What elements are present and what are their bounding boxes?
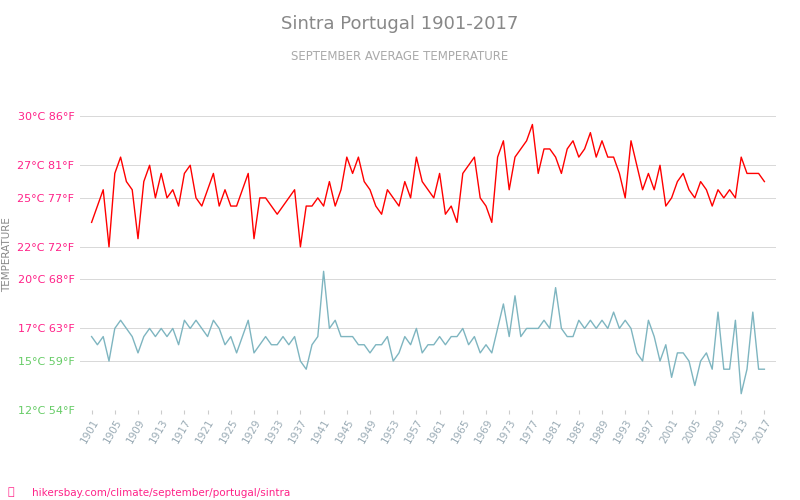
Text: hikersbay.com/climate/september/portugal/sintra: hikersbay.com/climate/september/portugal… bbox=[32, 488, 290, 498]
Y-axis label: TEMPERATURE: TEMPERATURE bbox=[2, 218, 12, 292]
Text: SEPTEMBER AVERAGE TEMPERATURE: SEPTEMBER AVERAGE TEMPERATURE bbox=[291, 50, 509, 63]
Text: Sintra Portugal 1901-2017: Sintra Portugal 1901-2017 bbox=[282, 15, 518, 33]
Text: 📍: 📍 bbox=[8, 488, 14, 498]
